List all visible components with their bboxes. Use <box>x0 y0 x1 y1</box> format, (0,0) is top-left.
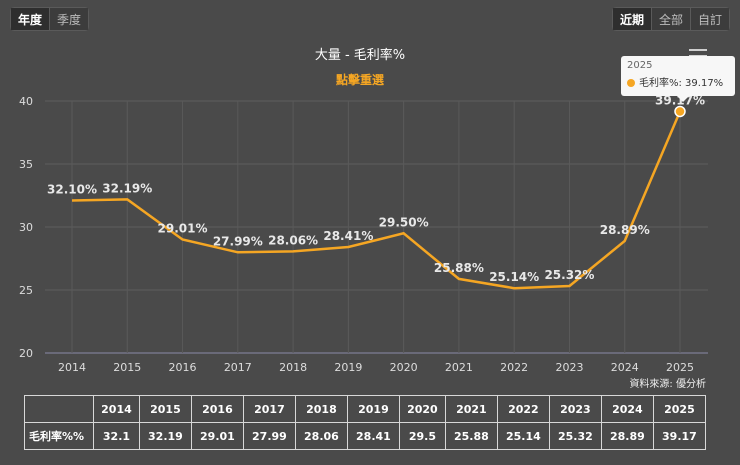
table-cell: 29.5 <box>398 422 446 450</box>
table-cell: 39.17 <box>652 422 707 450</box>
table-header-cell: 2014 <box>93 395 140 423</box>
table-row: 毛利率%% 32.1 32.19 29.01 27.99 28.06 28.41… <box>24 422 707 450</box>
data-label: 32.19% <box>102 181 152 195</box>
y-axis: 20 25 30 35 40 <box>19 95 33 360</box>
table-header-cell: 2016 <box>190 395 244 423</box>
table-corner-cell <box>24 395 94 423</box>
x-tick-label: 2017 <box>224 361 252 374</box>
table-cell: 25.88 <box>444 422 498 450</box>
table-header-cell: 2019 <box>346 395 400 423</box>
table-header-row: 2014 2015 2016 2017 2018 2019 2020 2021 … <box>24 395 707 423</box>
table-cell: 32.1 <box>93 422 140 450</box>
tooltip-value: 毛利率%: 39.17% <box>639 78 724 89</box>
table-header-cell: 2020 <box>398 395 446 423</box>
y-tick-label: 25 <box>19 284 33 297</box>
quarterly-button[interactable]: 季度 <box>50 7 90 31</box>
table-cell: 25.14 <box>496 422 550 450</box>
x-tick-label: 2024 <box>611 361 639 374</box>
table-header-cell: 2017 <box>242 395 296 423</box>
table-cell: 25.32 <box>548 422 602 450</box>
data-label: 27.99% <box>213 234 263 248</box>
x-axis: 2014 2015 2016 2017 2018 2019 2020 2021 2022 2023… <box>58 361 694 374</box>
table-header-cell: 2015 <box>138 395 192 423</box>
data-label: 28.89% <box>600 223 650 237</box>
data-label: 29.50% <box>379 215 429 229</box>
x-tick-label: 2020 <box>390 361 418 374</box>
x-tick-label: 2015 <box>113 361 141 374</box>
table-header-cell: 2024 <box>600 395 654 423</box>
data-label: 25.14% <box>489 270 539 284</box>
x-tick-label: 2022 <box>500 361 528 374</box>
table-cell: 28.06 <box>294 422 348 450</box>
data-point-highlighted[interactable] <box>674 105 686 118</box>
tooltip-year: 2025 <box>627 60 653 71</box>
x-tick-label: 2019 <box>334 361 362 374</box>
table-header-cell: 2018 <box>294 395 348 423</box>
y-tick-label: 30 <box>19 221 33 234</box>
table-header-cell: 2021 <box>444 395 498 423</box>
tooltip-series-dot <box>627 79 635 87</box>
data-label: 28.41% <box>323 229 373 243</box>
data-label: 25.88% <box>434 261 484 275</box>
table-cell: 29.01 <box>190 422 244 450</box>
table-header-cell: 2022 <box>496 395 550 423</box>
range-toggle: 近期 全部 自訂 <box>611 7 730 31</box>
annual-button[interactable]: 年度 <box>10 7 51 31</box>
recent-button[interactable]: 近期 <box>611 7 652 31</box>
data-source-credit: 資料來源: 優分析 <box>629 379 706 390</box>
data-label: 25.32% <box>544 268 594 282</box>
table-row-label: 毛利率%% <box>24 422 94 450</box>
x-tick-label: 2023 <box>555 361 583 374</box>
table-cell: 27.99 <box>242 422 296 450</box>
grid <box>45 100 708 354</box>
table-cell: 28.41 <box>346 422 400 450</box>
x-tick-label: 2025 <box>666 361 694 374</box>
chart-title: 大量 - 毛利率% <box>315 47 405 63</box>
custom-button[interactable]: 自訂 <box>690 7 730 31</box>
data-labels: 32.10% 32.19% 29.01% 27.99% 28.06% 28.41% 29.5… <box>47 93 705 284</box>
y-tick-label: 20 <box>19 347 33 360</box>
x-tick-label: 2018 <box>279 361 307 374</box>
data-label: 28.06% <box>268 233 318 247</box>
data-table: 2014 2015 2016 2017 2018 2019 2020 2021 … <box>24 395 707 450</box>
tooltip: 2025 毛利率%: 39.17% <box>621 56 735 102</box>
series-line-gross-margin <box>71 111 682 290</box>
table-cell: 32.19 <box>138 422 192 450</box>
chart-subtitle-reselect[interactable]: 點擊重選 <box>336 72 384 87</box>
data-points <box>674 105 686 118</box>
y-tick-label: 35 <box>19 158 33 171</box>
period-toggle: 年度 季度 <box>10 7 90 31</box>
data-label: 32.10% <box>47 183 97 197</box>
x-tick-label: 2021 <box>445 361 473 374</box>
x-tick-label: 2014 <box>58 361 86 374</box>
table-header-cell: 2025 <box>652 395 707 423</box>
table-header-cell: 2023 <box>548 395 602 423</box>
x-tick-label: 2016 <box>169 361 197 374</box>
data-label: 29.01% <box>158 221 208 235</box>
y-tick-label: 40 <box>19 95 33 108</box>
table-cell: 28.89 <box>600 422 654 450</box>
all-button[interactable]: 全部 <box>651 7 691 31</box>
